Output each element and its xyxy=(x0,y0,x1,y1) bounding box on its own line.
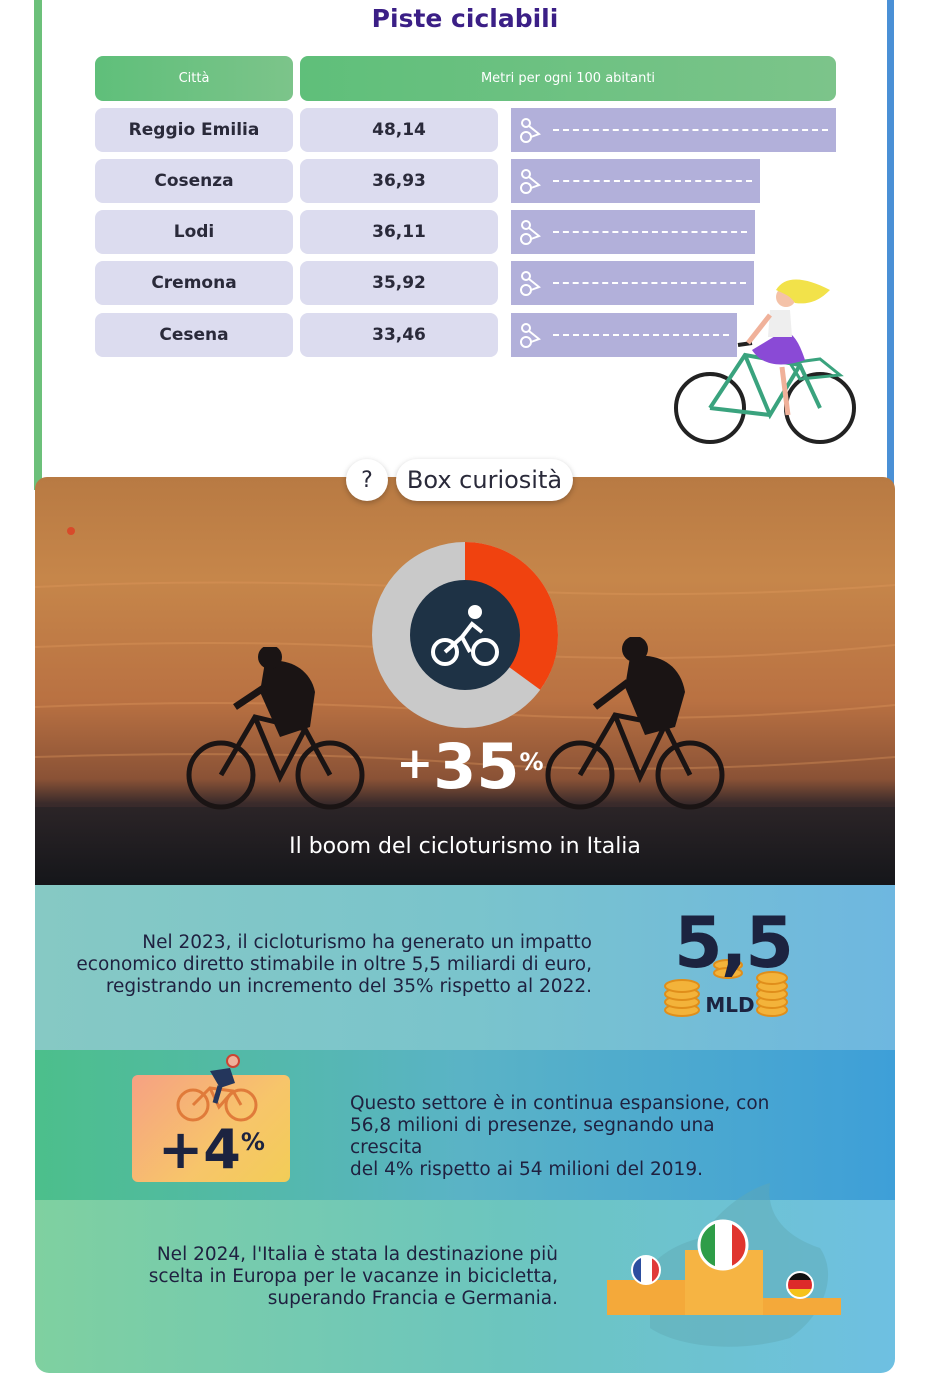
italy-flag-icon xyxy=(697,1219,749,1271)
page-title: Piste ciclabili xyxy=(371,4,559,33)
row-city: Cosenza xyxy=(95,159,293,203)
woman-cyclist-illustration xyxy=(674,279,856,444)
hero-caption: Il boom del cicloturismo in Italia xyxy=(289,834,641,859)
bar-mark xyxy=(511,313,737,357)
bike-icon xyxy=(520,169,541,194)
economic-impact-text: Nel 2023, il cicloturismo ha generato un… xyxy=(76,932,592,997)
row-city: Cremona xyxy=(95,261,293,305)
row-city: Cesena xyxy=(95,313,293,357)
bike-icon xyxy=(520,271,541,296)
row-value: 48,14 xyxy=(300,108,498,152)
row-city: Lodi xyxy=(95,210,293,254)
bike-icon xyxy=(520,118,541,143)
row-value: 36,93 xyxy=(300,159,498,203)
table-header-metric: Metri per ogni 100 abitanti xyxy=(300,56,836,101)
frame-left-border xyxy=(34,0,42,490)
germany-flag-icon xyxy=(786,1271,814,1299)
row-value: 35,92 xyxy=(300,261,498,305)
row-city: Reggio Emilia xyxy=(95,108,293,152)
podium-icon xyxy=(607,1219,841,1315)
row-value: 33,46 xyxy=(300,313,498,357)
silhouette-cyclist-right xyxy=(545,637,725,810)
growth-donut-chart xyxy=(372,542,558,728)
road-cyclist-icon xyxy=(176,1054,258,1122)
growth-percentage-small: +4% xyxy=(158,1118,265,1181)
bar-mark xyxy=(511,261,754,305)
growth-percentage: +35% xyxy=(396,730,544,803)
silhouette-cyclist-left xyxy=(186,647,365,810)
bike-icon xyxy=(520,323,541,348)
unit-label: MLD xyxy=(705,993,755,1017)
cyclist-icon xyxy=(431,605,499,666)
question-mark-badge: ? xyxy=(346,459,388,501)
growth-text: Questo settore è in continua espansione,… xyxy=(350,1093,770,1180)
section-economic-impact xyxy=(35,885,895,1050)
coins-stack-icon xyxy=(664,959,788,1017)
row-value: 36,11 xyxy=(300,210,498,254)
bar-mark xyxy=(511,210,755,254)
donut-growth-arc xyxy=(372,542,558,728)
bar-mark xyxy=(511,159,760,203)
big-value: 5,5 xyxy=(673,902,794,984)
frame-right-border xyxy=(887,0,894,490)
destination-text: Nel 2024, l'Italia è stata la destinazio… xyxy=(148,1244,558,1309)
box-curiosita-label: Box curiosità xyxy=(396,459,573,501)
france-flag-icon xyxy=(631,1255,661,1285)
beach-shore xyxy=(35,807,895,885)
bike-icon xyxy=(520,220,541,245)
bar-mark xyxy=(511,108,836,152)
table-header-city: Città xyxy=(95,56,293,101)
